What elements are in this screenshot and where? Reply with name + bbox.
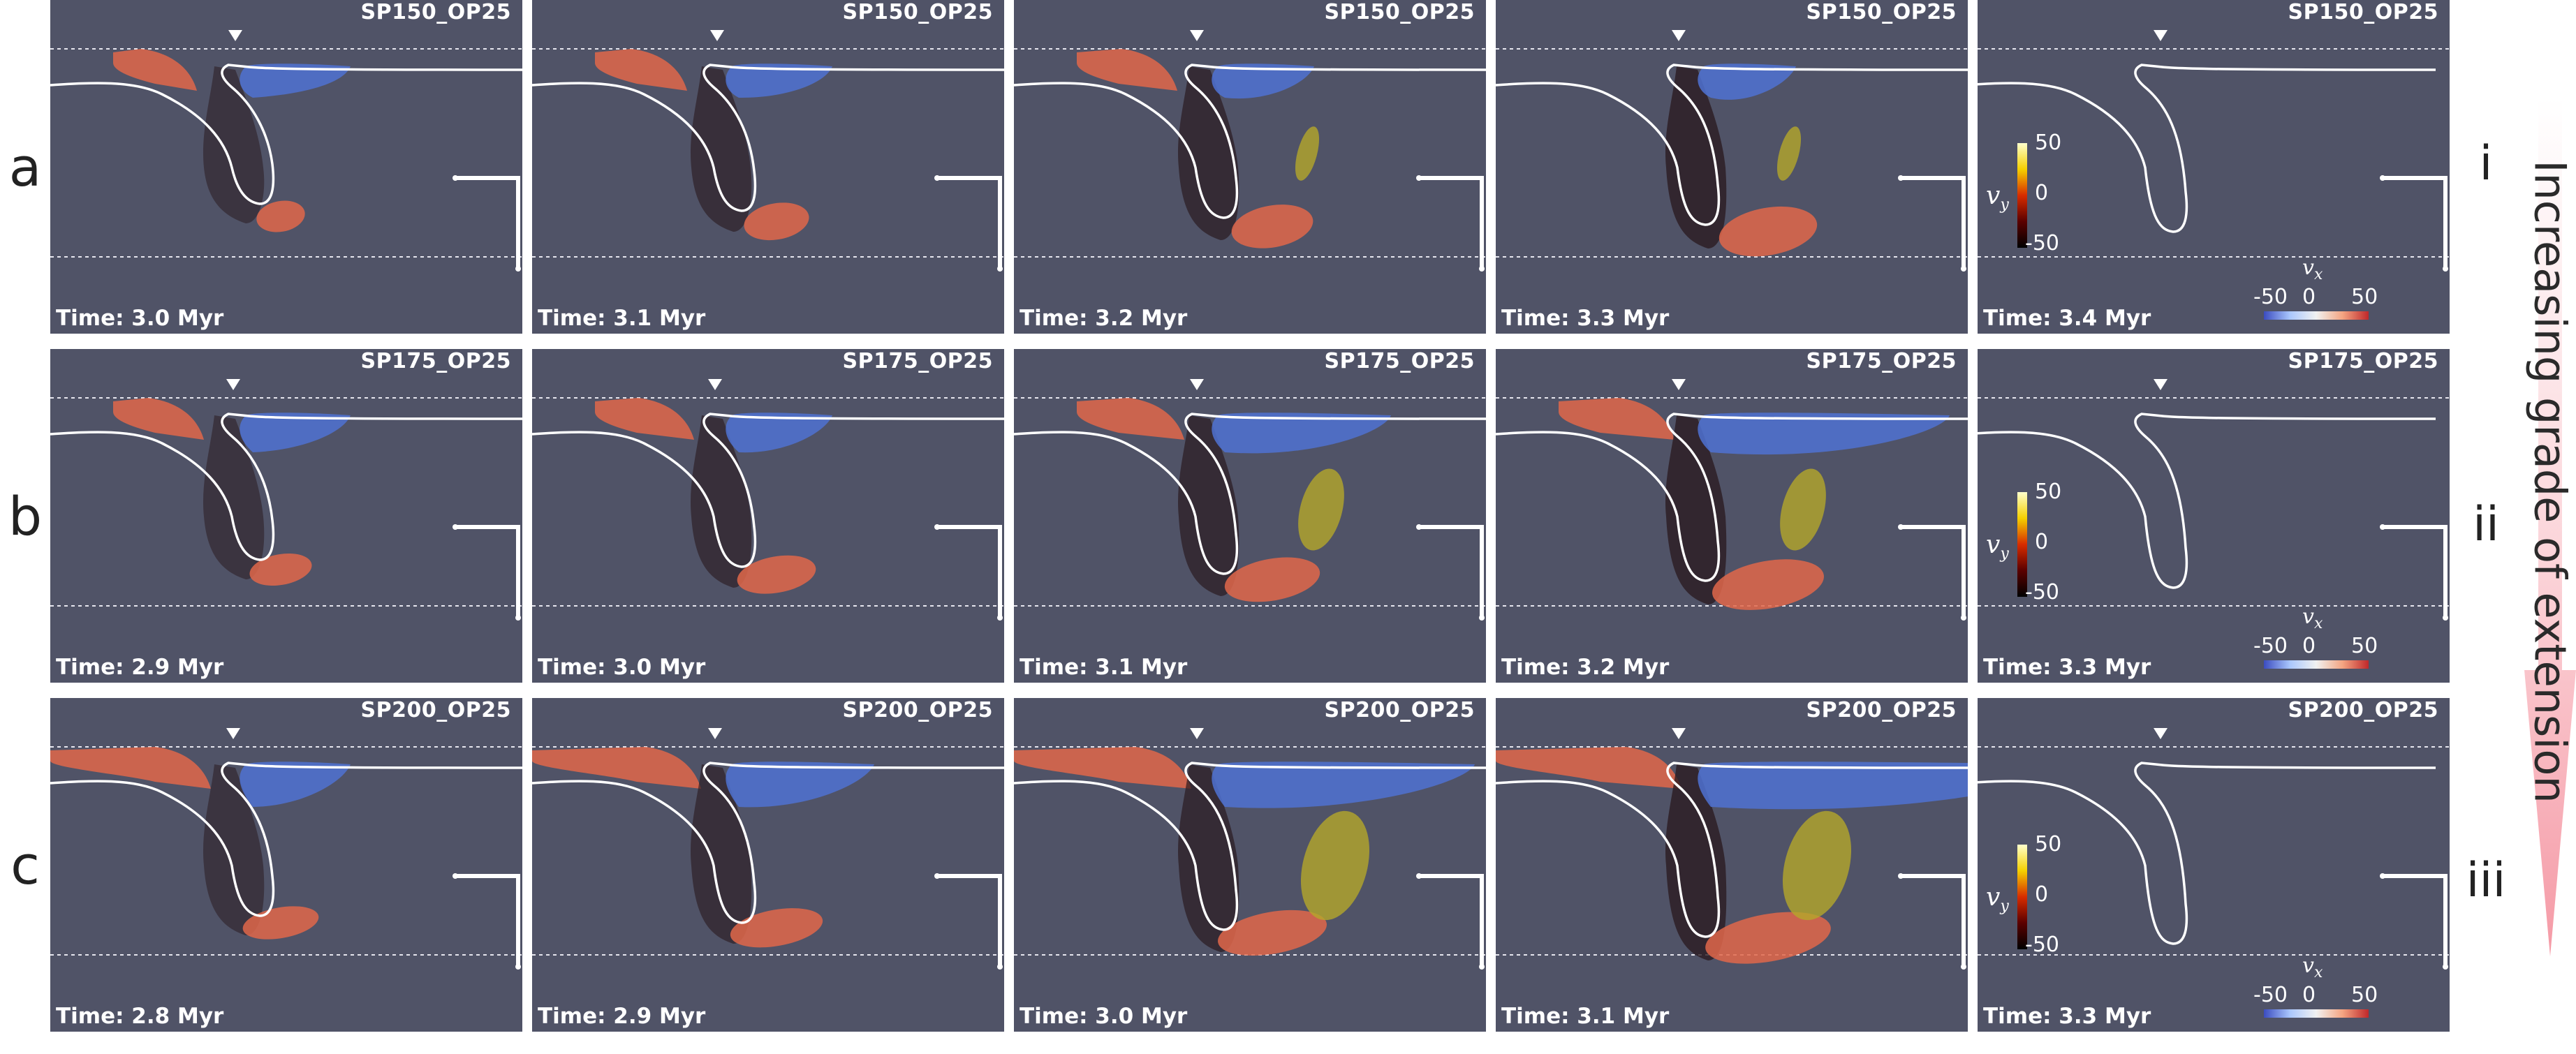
panel-a-5: SP150_OP25 Time: 3.4 Myr 50 0 -50 vy -50 0 50 vx [1978, 0, 2450, 334]
model-name-label: SP200_OP25 [2288, 698, 2438, 722]
model-name-label: SP200_OP25 [842, 698, 993, 722]
vx-colorbar-tick: 50 [2351, 285, 2378, 309]
time-label: Time: 3.1 Myr [1020, 655, 1188, 680]
time-label: Time: 3.1 Myr [538, 306, 706, 331]
panel-a-4: SP150_OP25 Time: 3.3 Myr [1496, 0, 1968, 334]
vx-colorbar-tick: -50 [2253, 634, 2288, 658]
time-label: Time: 2.9 Myr [538, 1004, 706, 1029]
vx-colorbar-tick: 50 [2351, 983, 2378, 1007]
vy-colorbar-tick: 50 [2035, 131, 2062, 155]
time-label: Time: 2.8 Myr [56, 1004, 224, 1029]
vx-colorbar [2264, 311, 2369, 320]
time-label: Time: 3.2 Myr [1501, 655, 1670, 680]
panel-a-2: SP150_OP25 Time: 3.1 Myr [532, 0, 1004, 334]
time-label: Time: 2.9 Myr [56, 655, 224, 680]
vx-colorbar-tick: 0 [2302, 634, 2316, 658]
row-label-b: b [8, 485, 43, 547]
panel-c-4: SP200_OP25 Time: 3.1 Myr [1496, 698, 1968, 1032]
time-label: Time: 3.1 Myr [1501, 1004, 1670, 1029]
model-name-label: SP175_OP25 [1806, 349, 1957, 373]
model-name-label: SP150_OP25 [360, 0, 511, 24]
model-name-label: SP175_OP25 [2288, 349, 2438, 373]
extension-arrow [2524, 98, 2576, 956]
vy-colorbar [2017, 492, 2027, 597]
vy-colorbar-tick: 50 [2035, 832, 2062, 856]
panel-a-1: SP150_OP25 Time: 3.0 Myr [50, 0, 522, 334]
panel-a-3: SP150_OP25 Time: 3.2 Myr [1014, 0, 1486, 334]
panel-b-4: SP175_OP25 Time: 3.2 Myr [1496, 349, 1968, 683]
panel-c-5: SP200_OP25 Time: 3.3 Myr 50 0 -50 vy -50 0 50 vx [1978, 698, 2450, 1032]
model-name-label: SP175_OP25 [842, 349, 993, 373]
row-label-c: c [10, 834, 40, 896]
vx-colorbar-label: vx [2302, 255, 2323, 283]
vy-colorbar-label: vy [1986, 181, 2009, 214]
vx-colorbar-label: vx [2302, 604, 2323, 632]
time-label: Time: 3.3 Myr [1501, 306, 1670, 331]
time-label: Time: 3.2 Myr [1020, 306, 1188, 331]
model-name-label: SP150_OP25 [2288, 0, 2438, 24]
vx-colorbar-tick: -50 [2253, 983, 2288, 1007]
panel-c-3: SP200_OP25 Time: 3.0 Myr [1014, 698, 1486, 1032]
vy-colorbar [2017, 845, 2027, 949]
panel-b-5: SP175_OP25 Time: 3.3 Myr 50 0 -50 vy -50 0 50 vx [1978, 349, 2450, 683]
roman-label-iii: iii [2466, 853, 2506, 908]
vy-colorbar-label: vy [1986, 883, 2009, 916]
model-name-label: SP150_OP25 [1806, 0, 1957, 24]
vx-colorbar-tick: 0 [2302, 983, 2316, 1007]
vx-colorbar-tick: -50 [2253, 285, 2288, 309]
vy-colorbar-tick: 0 [2035, 882, 2049, 907]
model-name-label: SP150_OP25 [842, 0, 993, 24]
vx-colorbar [2264, 660, 2369, 669]
time-label: Time: 3.3 Myr [1983, 655, 2151, 680]
panel-c-2: SP200_OP25 Time: 2.9 Myr [532, 698, 1004, 1032]
extension-arrow-label: Increasing grade of extension [2524, 160, 2576, 803]
vy-colorbar-tick: -50 [2025, 933, 2059, 957]
time-label: Time: 3.3 Myr [1983, 1004, 2151, 1029]
model-name-label: SP200_OP25 [1806, 698, 1957, 722]
vx-colorbar [2264, 1009, 2369, 1018]
time-label: Time: 3.4 Myr [1983, 306, 2151, 331]
vx-colorbar-tick: 50 [2351, 634, 2378, 658]
vx-colorbar-label: vx [2302, 953, 2323, 981]
row-label-a: a [8, 136, 42, 198]
time-label: Time: 3.0 Myr [538, 655, 706, 680]
vy-colorbar-tick: -50 [2025, 580, 2059, 604]
panel-b-1: SP175_OP25 Time: 2.9 Myr [50, 349, 522, 683]
vy-colorbar-tick: 50 [2035, 480, 2062, 504]
model-name-label: SP200_OP25 [360, 698, 511, 722]
time-label: Time: 3.0 Myr [56, 306, 224, 331]
vy-colorbar-tick: 0 [2035, 530, 2049, 554]
vx-colorbar-tick: 0 [2302, 285, 2316, 309]
panel-b-3: SP175_OP25 Time: 3.1 Myr [1014, 349, 1486, 683]
vy-colorbar [2017, 143, 2027, 248]
roman-label-i: i [2479, 136, 2493, 191]
vy-colorbar-tick: 0 [2035, 181, 2049, 205]
roman-label-ii: ii [2473, 497, 2499, 552]
time-label: Time: 3.0 Myr [1020, 1004, 1188, 1029]
model-name-label: SP175_OP25 [1324, 349, 1475, 373]
vy-colorbar-tick: -50 [2025, 231, 2059, 255]
model-name-label: SP175_OP25 [360, 349, 511, 373]
model-name-label: SP150_OP25 [1324, 0, 1475, 24]
panel-c-1: SP200_OP25 Time: 2.8 Myr [50, 698, 522, 1032]
vy-colorbar-label: vy [1986, 530, 2009, 563]
panel-b-2: SP175_OP25 Time: 3.0 Myr [532, 349, 1004, 683]
model-name-label: SP200_OP25 [1324, 698, 1475, 722]
